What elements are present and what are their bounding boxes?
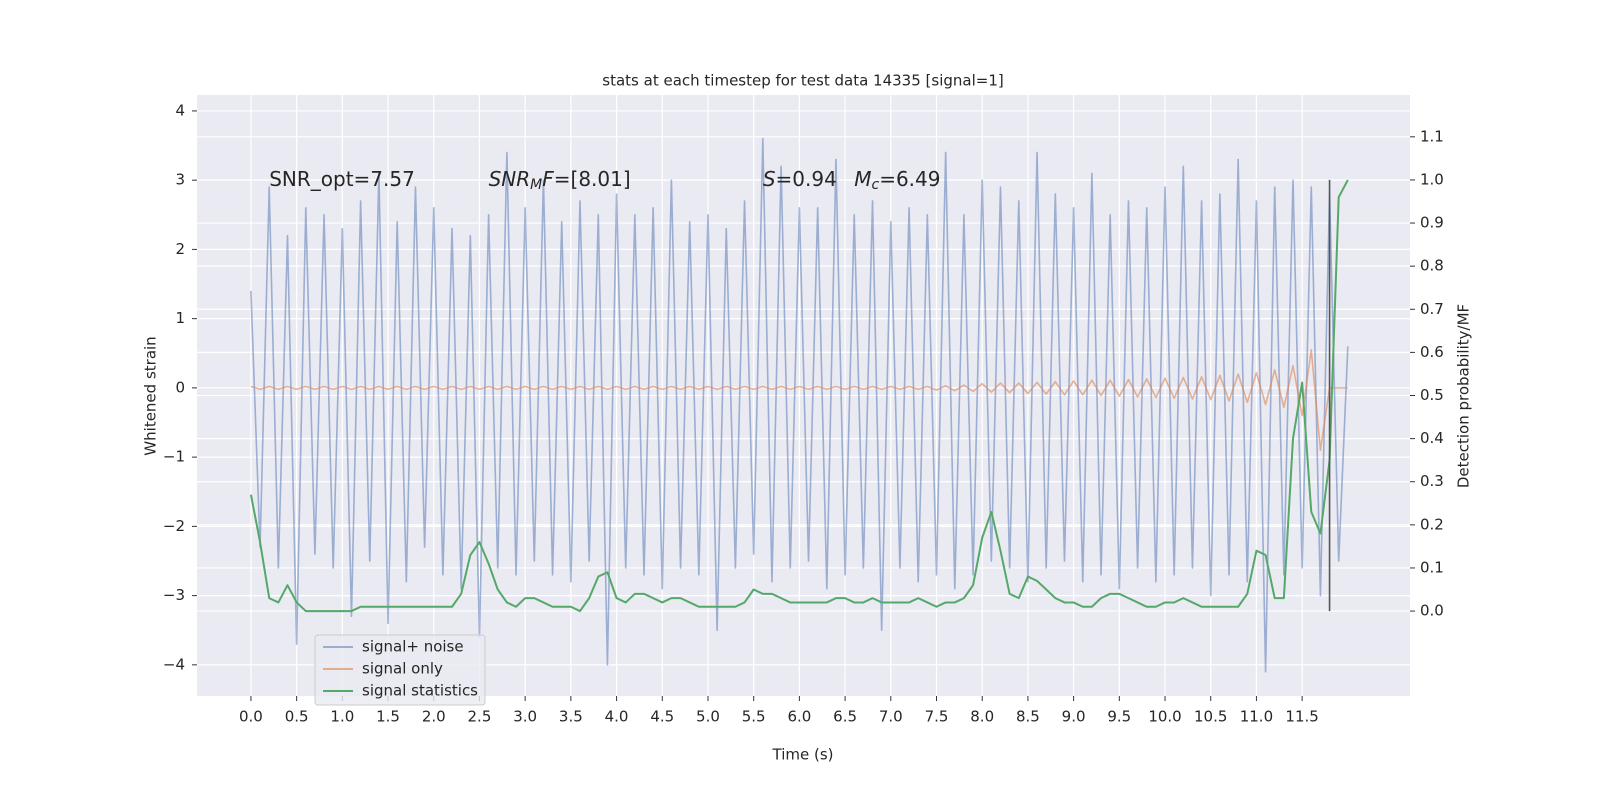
series-line (249, 179, 1349, 613)
x-tick-label: 4.5 (650, 708, 674, 726)
series-line (250, 137, 1349, 673)
y-tick-label: 0 (175, 378, 185, 396)
x-tick-label: 3.0 (513, 708, 537, 726)
y-tick-label: −1 (163, 448, 185, 466)
y2-tick-label: 1.1 (1420, 127, 1444, 145)
y2-tick-label: 0.0 (1420, 602, 1444, 620)
x-axis-label: Time (s) (772, 746, 834, 764)
x-tick-label: 7.0 (879, 708, 903, 726)
x-tick-label: 8.0 (970, 708, 994, 726)
y-tick-label: 2 (175, 240, 185, 258)
series-line (250, 349, 1348, 451)
legend-label: signal+ noise (362, 638, 464, 656)
y2-tick-label: 0.1 (1420, 558, 1444, 576)
y2-tick-label: 0.3 (1420, 472, 1444, 490)
annotation-part: S (763, 167, 776, 191)
annotation: Mc=6.49 (854, 167, 940, 194)
x-tick-label: 9.0 (1062, 708, 1086, 726)
y-tick-label: −4 (163, 655, 185, 673)
annotation-part: SNR_opt=7.57 (269, 167, 415, 191)
x-tick-label: 11.5 (1285, 708, 1318, 726)
annotation-part: =6.49 (879, 167, 940, 191)
annotation: S=0.94 (763, 167, 837, 191)
legend-box (314, 634, 486, 706)
y2-tick-label: 0.4 (1420, 429, 1444, 447)
annotation: SNR_opt=7.57 (269, 167, 415, 191)
legend-label: signal only (362, 660, 443, 678)
x-tick-label: 8.5 (1016, 708, 1040, 726)
annotation-part: M (530, 177, 542, 193)
annotation-part: SNR (489, 167, 531, 191)
y2-tick-label: 0.5 (1420, 386, 1444, 404)
x-tick-label: 0.0 (239, 708, 263, 726)
x-tick-label: 11.0 (1240, 708, 1273, 726)
x-tick-label: 1.5 (376, 708, 400, 726)
annotation: SNRMF=[8.01] (489, 167, 631, 194)
y-tick-label: 1 (175, 309, 185, 327)
legend-label: signal statistics (362, 682, 478, 700)
x-tick-label: 5.0 (696, 708, 720, 726)
annotation-part: =[8.01] (554, 167, 631, 191)
x-tick-label: 2.0 (422, 708, 446, 726)
x-tick-label: 4.0 (605, 708, 629, 726)
annotation-part: M (854, 167, 871, 191)
chart-title: stats at each timestep for test data 143… (602, 72, 1003, 90)
y2-axis-label: Detection probability/MF (1455, 304, 1473, 488)
x-tick-label: 5.5 (742, 708, 766, 726)
y2-tick-label: 0.9 (1420, 214, 1444, 232)
x-tick-label: 9.5 (1107, 708, 1131, 726)
y2-tick-label: 0.8 (1420, 257, 1444, 275)
x-tick-label: 6.5 (833, 708, 857, 726)
annotation-part: F (542, 167, 554, 191)
annotation-part: =0.94 (776, 167, 837, 191)
y-tick-label: 4 (175, 101, 185, 119)
x-tick-label: 7.5 (925, 708, 949, 726)
x-tick-label: 6.0 (787, 708, 811, 726)
y-axis-label: Whitened strain (142, 336, 160, 455)
x-tick-label: 2.5 (468, 708, 492, 726)
y-tick-label: −3 (163, 586, 185, 604)
y2-tick-label: 0.2 (1420, 515, 1444, 533)
y-tick-label: 3 (175, 171, 185, 189)
y-tick-label: −2 (163, 517, 185, 535)
x-tick-label: 10.5 (1194, 708, 1227, 726)
annotation-part: c (871, 177, 879, 193)
x-tick-label: 10.0 (1148, 708, 1181, 726)
x-tick-label: 1.0 (330, 708, 354, 726)
y2-tick-label: 1.0 (1420, 170, 1444, 188)
y2-tick-label: 0.7 (1420, 300, 1444, 318)
x-tick-label: 0.5 (285, 708, 309, 726)
x-tick-label: 3.5 (559, 708, 583, 726)
y2-tick-label: 0.6 (1420, 343, 1444, 361)
